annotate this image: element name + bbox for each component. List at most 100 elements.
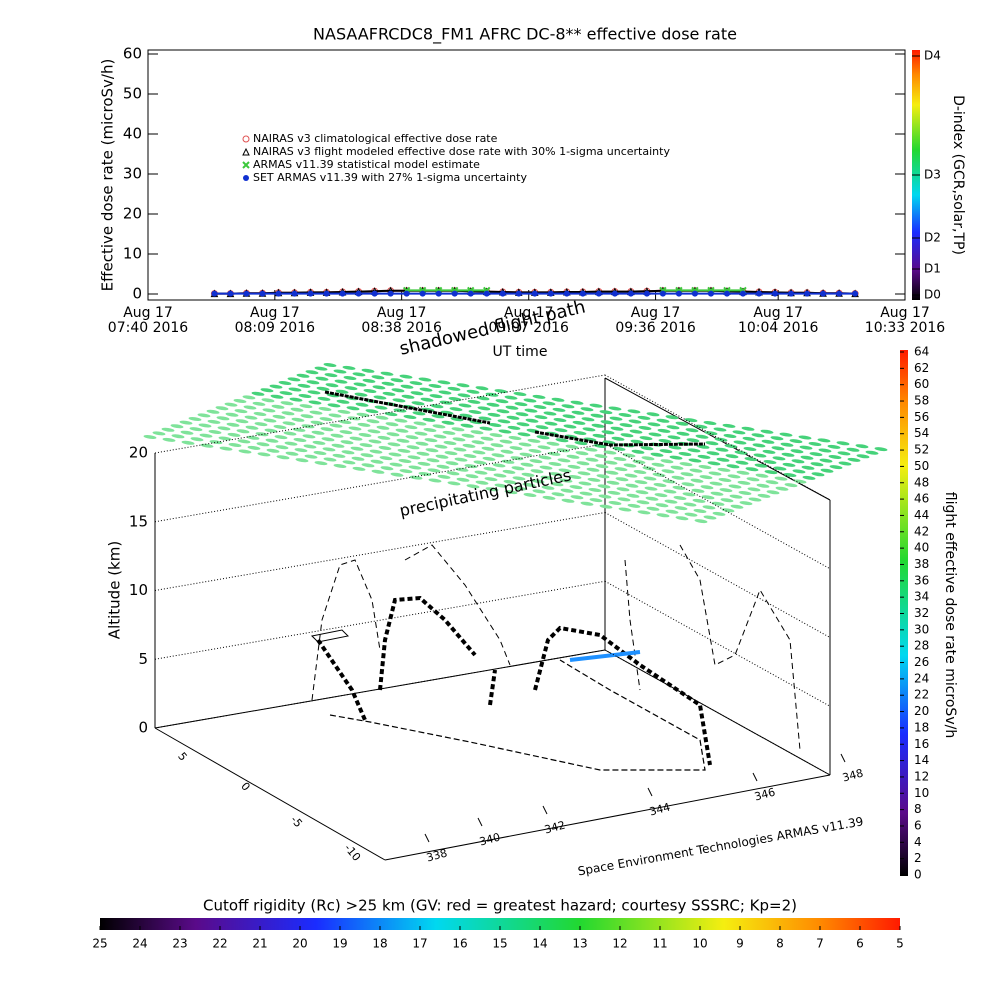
- particle-dash: [581, 417, 595, 422]
- particle-dash: [703, 515, 717, 520]
- particle-dash: [451, 427, 465, 432]
- particle-dash: [693, 509, 707, 513]
- particle-dash: [441, 420, 455, 425]
- particle-dash: [295, 458, 309, 463]
- particle-dash: [598, 494, 612, 499]
- colorbar-tick-label: 24: [132, 937, 147, 951]
- particle-dash: [376, 425, 390, 430]
- particle-dash: [363, 389, 377, 393]
- grid-line: [604, 374, 831, 501]
- particle-dash: [627, 503, 641, 508]
- marker: [627, 290, 634, 297]
- colorbar-tick-label: 14: [914, 753, 929, 767]
- colorbar-tick-label: 15: [492, 937, 507, 951]
- particle-dash: [588, 488, 602, 492]
- particle-dash: [726, 464, 740, 469]
- legend-label: ARMAS v11.39 statistical model estimate: [253, 158, 480, 171]
- particle-dash: [443, 441, 457, 445]
- particle-dash: [874, 447, 888, 452]
- particle-dash: [554, 428, 568, 433]
- particle-dash: [533, 405, 547, 409]
- particle-dash: [667, 435, 681, 440]
- particle-dash: [454, 457, 468, 462]
- particle-dash: [405, 435, 419, 440]
- particle-dash: [792, 469, 806, 474]
- particle-dash: [617, 497, 631, 502]
- particle-dash: [634, 480, 648, 485]
- particle-dash: [605, 470, 619, 475]
- particle-dash: [596, 474, 610, 479]
- particle-dash: [251, 391, 265, 396]
- particle-dash: [616, 487, 630, 492]
- particle-dash: [506, 415, 520, 420]
- particle-dash: [398, 459, 412, 463]
- colorbar-tick-label: 12: [612, 937, 627, 951]
- particle-dash: [375, 415, 389, 420]
- particle-dash: [418, 377, 432, 382]
- y-tick-label: 0: [132, 285, 142, 303]
- particle-dash: [513, 392, 527, 396]
- particle-dash: [536, 435, 550, 440]
- particle-dash: [273, 425, 287, 429]
- particle-dash: [497, 419, 511, 424]
- particle-dash: [662, 479, 676, 484]
- marker: [419, 290, 426, 297]
- particle-dash: [627, 409, 641, 414]
- particle-dash: [559, 478, 573, 483]
- particle-dash: [285, 451, 299, 456]
- particle-dash: [435, 454, 449, 459]
- particle-dash: [641, 456, 655, 461]
- particle-dash: [278, 381, 292, 385]
- colorbar-tick-label: 4: [914, 835, 922, 849]
- particle-dash: [492, 463, 506, 468]
- particle-dash: [651, 462, 665, 467]
- particle-dash: [372, 385, 386, 390]
- particle-dash: [292, 427, 306, 432]
- particle-dash: [569, 485, 583, 490]
- particle-dash: [574, 441, 588, 446]
- particle-dash: [570, 400, 584, 405]
- y-tick-label: 60: [123, 45, 142, 63]
- particle-dash: [865, 450, 879, 455]
- particle-dash: [608, 501, 622, 505]
- particle-dash: [502, 469, 516, 474]
- particle-dash: [143, 435, 157, 439]
- colorbar-tick-label: 7: [816, 937, 824, 951]
- particle-dash: [234, 409, 248, 414]
- particle-dash: [334, 379, 348, 384]
- y-tick-label: 0: [238, 780, 252, 794]
- colorbar-tick-label: 19: [332, 937, 347, 951]
- particle-dash: [800, 455, 814, 460]
- particle-dash: [444, 451, 458, 456]
- particle-dash: [288, 387, 302, 392]
- z-tick-label: 5: [138, 650, 148, 668]
- particle-dash: [690, 478, 704, 483]
- particle-dash: [546, 441, 560, 446]
- particle-dash: [509, 446, 523, 451]
- colorbar-tick-label: 34: [914, 590, 929, 604]
- particle-dash: [447, 386, 461, 391]
- particle-dash: [819, 458, 833, 463]
- marker: [772, 290, 779, 297]
- colorbar-tick-label: 44: [914, 508, 929, 522]
- particle-dash: [783, 473, 797, 477]
- particle-dash: [327, 403, 341, 408]
- particle-dash: [556, 448, 570, 453]
- particle-dash: [689, 468, 703, 473]
- colorbar-tick-label: 10: [692, 937, 707, 951]
- particle-dash: [636, 500, 650, 505]
- particle-dash: [539, 465, 553, 470]
- y-tick-label: 5: [175, 750, 189, 764]
- particle-dash: [264, 428, 278, 433]
- colorbar-tick-label: 2: [914, 851, 922, 865]
- particle-dash: [665, 509, 679, 514]
- grid-line: [154, 374, 606, 454]
- particle-dash: [224, 402, 238, 407]
- particle-dash: [522, 482, 536, 487]
- particle-dash: [722, 423, 736, 428]
- particle-dash: [624, 473, 638, 478]
- particle-dash: [817, 438, 831, 443]
- marker: [611, 290, 618, 297]
- particle-dash: [207, 419, 221, 424]
- particle-dash: [394, 418, 408, 423]
